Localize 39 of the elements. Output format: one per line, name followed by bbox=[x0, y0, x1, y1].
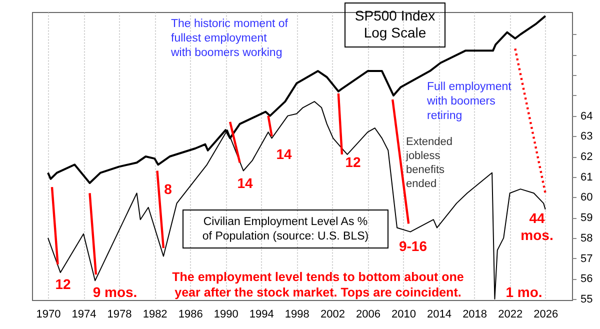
x-tick-label: 2018 bbox=[462, 308, 488, 320]
y-tick-label: 56 bbox=[580, 273, 593, 286]
x-tick-label: 1990 bbox=[214, 308, 238, 320]
annotation: 14 bbox=[237, 175, 253, 191]
x-tick-label: 1974 bbox=[72, 308, 96, 320]
x-tick-label: 2014 bbox=[427, 308, 452, 320]
annotation: 9-16 bbox=[398, 238, 428, 254]
annotation: 1 mo. bbox=[506, 284, 542, 300]
x-tick-label: 2022 bbox=[498, 308, 523, 320]
annotation: 44 mos. bbox=[520, 210, 554, 243]
y-tick-label: 55 bbox=[580, 293, 593, 306]
y-tick-label: 61 bbox=[580, 171, 593, 184]
x-tick-label: 2006 bbox=[356, 308, 380, 320]
x-tick-label: 2026 bbox=[534, 308, 558, 320]
y-tick-label: 59 bbox=[580, 212, 593, 224]
annotation: Extended jobless benefits ended bbox=[405, 136, 452, 190]
y-tick-label: 63 bbox=[580, 130, 593, 143]
text: Civilian Employment Level As % of Population (source: U.S. BLS) bbox=[202, 216, 369, 242]
annotation: 8 bbox=[164, 181, 172, 197]
x-tick-label: 1982 bbox=[142, 308, 168, 320]
x-tick-label: 2002 bbox=[320, 308, 345, 320]
y-tick-label: 58 bbox=[580, 232, 593, 244]
y-tick-label: 57 bbox=[580, 252, 593, 265]
y-tick-label: 60 bbox=[580, 192, 593, 204]
y-tick-label: 64 bbox=[580, 110, 593, 122]
annotation: The historic moment of fullest employment with boomers working bbox=[170, 18, 289, 59]
annotation: 12 bbox=[345, 154, 361, 170]
annotation: The employment level tends to bottom about one year after the stock market. Tops are coincident. bbox=[172, 270, 464, 300]
annotation: Full employment with boomers retiring bbox=[426, 81, 512, 122]
x-tick-label: 2010 bbox=[392, 308, 416, 320]
x-tick-label: 1994 bbox=[249, 308, 274, 320]
x-tick-label: 1970 bbox=[36, 308, 61, 320]
annotation: 9 mos. bbox=[92, 284, 138, 300]
y-tick-label: 62 bbox=[580, 151, 593, 164]
x-tick-label: 1998 bbox=[284, 308, 310, 320]
annotation: 12 bbox=[55, 276, 71, 292]
x-tick-label: 1978 bbox=[107, 308, 132, 320]
x-tick-label: 1986 bbox=[178, 308, 203, 320]
annotation: 14 bbox=[276, 146, 292, 162]
